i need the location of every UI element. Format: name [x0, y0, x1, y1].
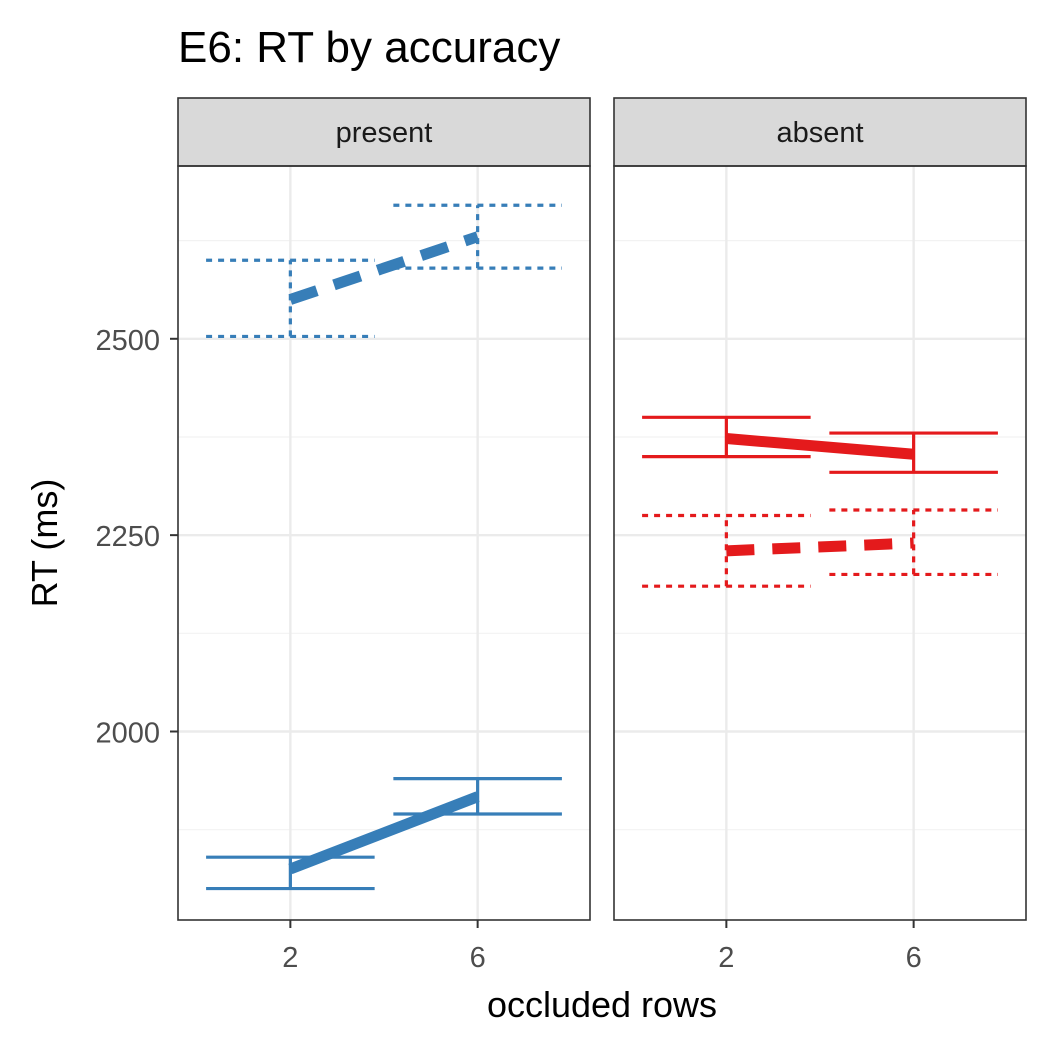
series-absent-dashed — [642, 508, 998, 588]
y-tick-label: 2000 — [95, 718, 160, 750]
series-absent-solid — [642, 415, 998, 474]
series-line — [288, 791, 480, 875]
series-line — [725, 433, 915, 460]
x-tick-label: 6 — [470, 942, 486, 974]
series-present-solid — [206, 777, 562, 891]
x-tick-label: 2 — [718, 942, 734, 974]
y-axis-title: RT (ms) — [24, 479, 65, 608]
panel-absent: absent 2 6 — [613, 97, 1027, 974]
panel-border — [613, 165, 1027, 921]
x-axis-title: occluded rows — [487, 984, 717, 1025]
strip-background — [613, 97, 1027, 167]
series-line — [288, 231, 480, 305]
strip-label: absent — [776, 117, 863, 149]
series-present-dashed — [206, 203, 562, 339]
y-tick-label: 2250 — [95, 521, 160, 553]
panel-background — [178, 166, 590, 920]
strip-label: present — [336, 117, 433, 149]
y-tick-label: 2500 — [95, 325, 160, 357]
strip-background — [177, 97, 591, 167]
panel-present: present 2 6 — [177, 97, 591, 974]
panel-border — [177, 165, 591, 921]
x-tick-label: 6 — [906, 942, 922, 974]
x-tick-label: 2 — [282, 942, 298, 974]
chart-title: E6: RT by accuracy — [178, 23, 560, 72]
series-line — [726, 537, 914, 557]
